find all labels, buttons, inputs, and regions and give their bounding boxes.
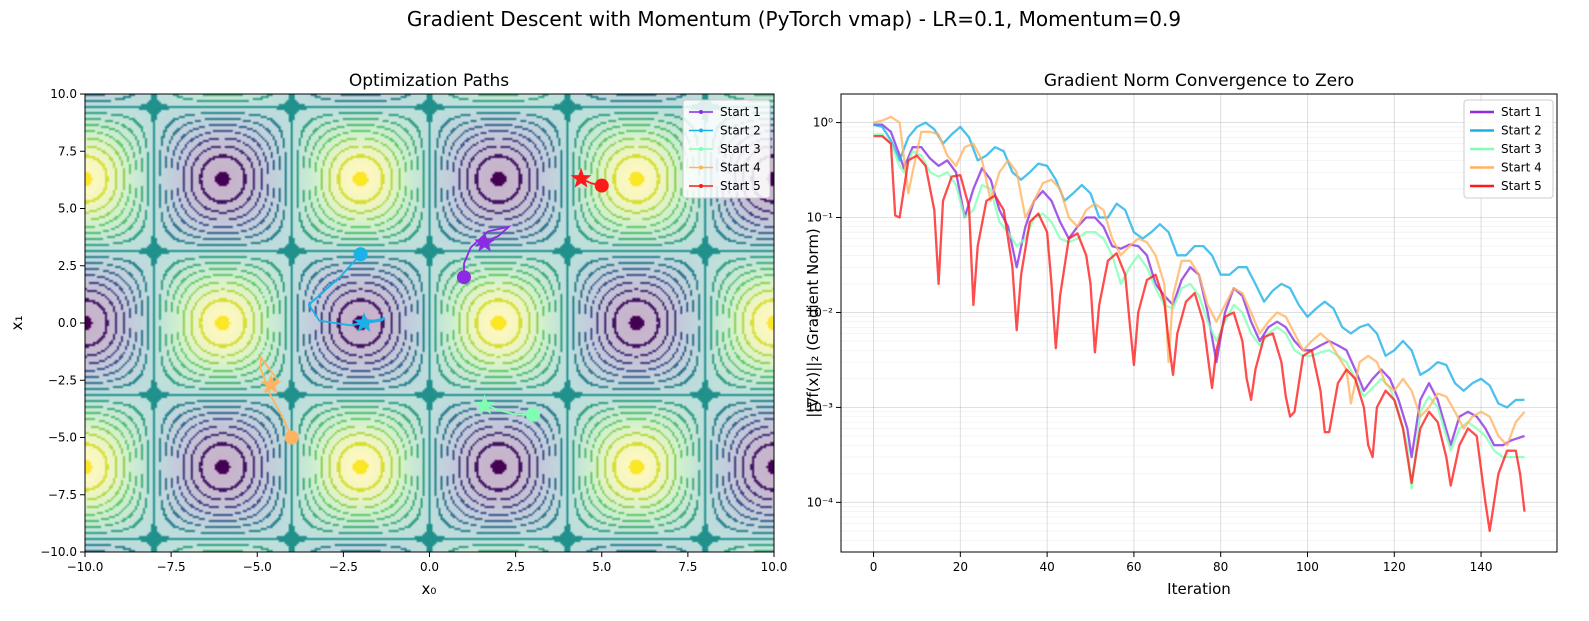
left-y-tick-label: −7.5 bbox=[48, 488, 77, 502]
end-marker-start-3 bbox=[474, 394, 496, 415]
left-x-tick-label: −5.0 bbox=[243, 560, 272, 574]
legend-marker-start-4 bbox=[699, 165, 703, 170]
left-x-tick-label: −10.0 bbox=[67, 560, 104, 574]
legend-label-start-1: Start 1 bbox=[1501, 105, 1542, 119]
end-marker-start-2 bbox=[353, 312, 375, 332]
right-x-tick-label: 60 bbox=[1126, 560, 1141, 574]
left-x-tick-label: −7.5 bbox=[157, 560, 186, 574]
left-x-tick-label: 0.0 bbox=[420, 560, 439, 574]
left-x-tick-label: 2.5 bbox=[506, 560, 525, 574]
start-marker-start-2 bbox=[353, 247, 368, 262]
legend-marker-start-3 bbox=[699, 147, 703, 151]
left-y-tick-label: 0.0 bbox=[58, 316, 77, 330]
right-x-tick-label: 40 bbox=[1039, 560, 1054, 574]
legend-label-start-4: Start 4 bbox=[720, 161, 761, 175]
right-y-tick-label: 10⁰ bbox=[813, 116, 833, 130]
legend-marker-start-2 bbox=[699, 128, 703, 133]
legend-box bbox=[682, 99, 771, 199]
legend-label-start-3: Start 3 bbox=[720, 142, 761, 156]
series-line-start-2 bbox=[873, 121, 1525, 409]
figure-title: Gradient Descent with Momentum (PyTorch … bbox=[407, 7, 1181, 31]
left-y-tick-label: −10.0 bbox=[40, 545, 77, 559]
left-chart-title: Optimization Paths bbox=[349, 71, 509, 91]
left-y-tick-label: −2.5 bbox=[48, 373, 77, 387]
right-x-tick-label: 20 bbox=[953, 560, 968, 574]
left-y-tick-label: 10.0 bbox=[50, 87, 77, 101]
left-x-tick-label: 5.0 bbox=[592, 560, 611, 574]
right-plot-frame bbox=[840, 93, 1558, 553]
right-x-tick-label: 140 bbox=[1470, 560, 1493, 574]
right-y-tick-label: 10⁻¹ bbox=[807, 211, 834, 225]
start-marker-start-3 bbox=[525, 407, 540, 422]
legend-marker-start-1 bbox=[699, 110, 703, 114]
start-marker-start-1 bbox=[456, 270, 471, 285]
left-y-tick-label: 2.5 bbox=[58, 259, 77, 273]
left-y-tick-label: 5.0 bbox=[58, 202, 77, 216]
series-line-start-4 bbox=[873, 115, 1526, 447]
end-marker-start-4 bbox=[260, 373, 282, 394]
left-x-tick-label: −2.5 bbox=[329, 560, 358, 574]
series-line-start-5 bbox=[873, 134, 1526, 533]
right-y-tick-label: 10⁻³ bbox=[807, 400, 834, 414]
left-x-tick-label: 7.5 bbox=[678, 560, 697, 574]
right-plot-area bbox=[841, 94, 1557, 552]
right-y-tick-label: 10⁻² bbox=[807, 305, 834, 319]
left-legend: Start 1 Start 2 Start 3 Start 4 Start 5 bbox=[682, 99, 771, 199]
contour-background bbox=[85, 94, 774, 552]
right-y-tick-label: 10⁻⁴ bbox=[807, 495, 834, 509]
legend-label-start-2: Start 2 bbox=[1501, 124, 1542, 138]
legend-label-start-2: Start 2 bbox=[720, 124, 761, 138]
left-y-tick-label: −5.0 bbox=[48, 431, 77, 445]
legend-label-start-4: Start 4 bbox=[1501, 161, 1542, 175]
right-x-tick-label: 0 bbox=[870, 560, 878, 574]
right-x-tick-label: 120 bbox=[1383, 560, 1406, 574]
start-marker-start-4 bbox=[284, 430, 299, 445]
end-marker-start-5 bbox=[570, 167, 592, 188]
start-marker-start-5 bbox=[594, 178, 609, 193]
legend-label-start-3: Start 3 bbox=[1501, 142, 1542, 156]
right-x-tick-label: 100 bbox=[1296, 560, 1319, 574]
legend-label-start-5: Start 5 bbox=[720, 179, 761, 193]
optimization-paths-chart: Optimization Paths −10.0 −7.5 −5.0 −2.5 0.0 2… bbox=[8, 71, 787, 598]
legend-label-start-5: Start 5 bbox=[1501, 179, 1542, 193]
end-marker-start-1 bbox=[474, 231, 496, 252]
right-legend: Start 1 Start 2 Start 3 Start 4 Start 5 bbox=[1463, 99, 1554, 199]
right-x-tick-label: 80 bbox=[1213, 560, 1228, 574]
right-chart-title: Gradient Norm Convergence to Zero bbox=[1044, 71, 1354, 91]
right-y-axis-label: ||∇f(x)||₂ (Gradient Norm) bbox=[804, 228, 822, 418]
series-line-start-1 bbox=[873, 123, 1525, 459]
left-x-axis-label: x₀ bbox=[422, 580, 437, 598]
left-y-tick-label: 7.5 bbox=[58, 144, 77, 158]
legend-marker-start-5 bbox=[699, 184, 703, 188]
legend-label-start-1: Start 1 bbox=[720, 105, 761, 119]
right-x-axis-label: Iteration bbox=[1167, 580, 1231, 598]
left-y-axis-label: x₁ bbox=[8, 316, 26, 331]
legend-box bbox=[1463, 99, 1554, 199]
gradient-norm-chart: Gradient Norm Convergence to Zero 0 20 40 6… bbox=[804, 71, 1558, 598]
left-x-tick-label: 10.0 bbox=[761, 560, 788, 574]
